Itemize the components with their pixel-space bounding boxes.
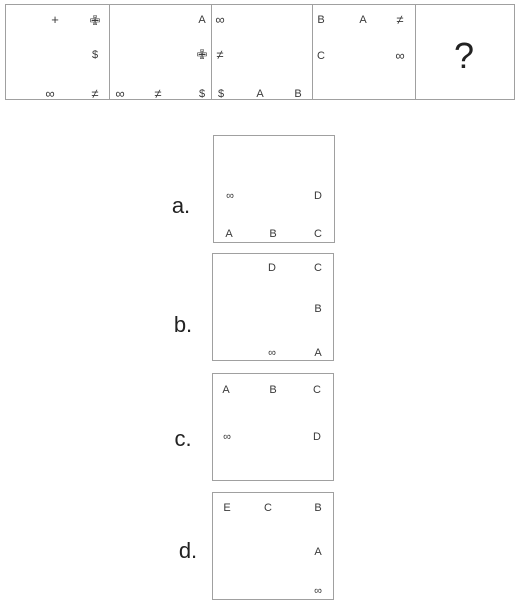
infinity-icon: ∞	[115, 86, 125, 101]
infinity-icon: ∞	[395, 48, 405, 63]
option-b-box[interactable]: D C B ∞ A	[212, 253, 334, 361]
letter-b: B	[314, 502, 322, 514]
letter-b: B	[269, 228, 277, 240]
option-d-label: d.	[178, 538, 198, 563]
plus-icon: +	[51, 12, 59, 27]
option-b-label: b.	[173, 312, 193, 337]
infinity-icon: ∞	[226, 190, 234, 202]
not-equal-icon: ≠	[396, 12, 404, 27]
letter-c: C	[314, 228, 322, 240]
infinity-icon: ∞	[215, 12, 225, 27]
sequence-cell-1: + ✙ $ ∞ ≠	[6, 5, 110, 101]
letter-d: D	[268, 262, 276, 274]
letter-d: D	[314, 190, 322, 202]
cross-icon: ✙	[196, 47, 208, 62]
letter-a: A	[198, 14, 206, 26]
letter-b: B	[294, 88, 302, 100]
sequence-cell-2: A ✙ ∞ ≠ $	[110, 5, 212, 101]
cross-icon: ✙	[89, 13, 101, 28]
letter-a: A	[314, 546, 322, 558]
option-a-box[interactable]: ∞ D A B C	[213, 135, 335, 243]
infinity-icon: ∞	[45, 86, 55, 101]
letter-a: A	[225, 228, 233, 240]
sequence-strip: + ✙ $ ∞ ≠ A ✙ ∞ ≠ $ ∞ ≠ $ A B B A ≠ C ∞ …	[5, 4, 515, 100]
letter-b: B	[317, 14, 325, 26]
letter-d: D	[313, 431, 321, 443]
letter-c: C	[313, 384, 321, 396]
infinity-icon: ∞	[223, 431, 231, 443]
letter-a: A	[314, 347, 322, 359]
letter-c: C	[264, 502, 272, 514]
dollar-icon: $	[217, 88, 225, 100]
sequence-cell-5: ?	[416, 5, 514, 99]
option-d-box[interactable]: E C B A ∞	[212, 492, 334, 600]
letter-e: E	[223, 502, 231, 514]
dollar-icon: $	[198, 88, 206, 100]
sequence-cell-4: B A ≠ C ∞	[313, 5, 416, 99]
option-c-box[interactable]: A B C ∞ D	[212, 373, 334, 481]
letter-a: A	[359, 14, 367, 26]
not-equal-icon: ≠	[216, 47, 224, 62]
letter-b: B	[314, 303, 322, 315]
option-a-label: a.	[171, 193, 191, 218]
letter-c: C	[314, 262, 322, 274]
sequence-cell-3: ∞ ≠ $ A B	[212, 5, 313, 100]
not-equal-icon: ≠	[154, 86, 162, 101]
not-equal-icon: ≠	[91, 86, 99, 101]
infinity-icon: ∞	[314, 585, 322, 597]
letter-a: A	[256, 88, 264, 100]
question-mark: ?	[453, 35, 475, 76]
dollar-icon: $	[91, 49, 99, 61]
infinity-icon: ∞	[268, 347, 276, 359]
letter-c: C	[317, 50, 325, 62]
letter-a: A	[222, 384, 230, 396]
letter-b: B	[269, 384, 277, 396]
option-c-label: c.	[174, 426, 192, 451]
